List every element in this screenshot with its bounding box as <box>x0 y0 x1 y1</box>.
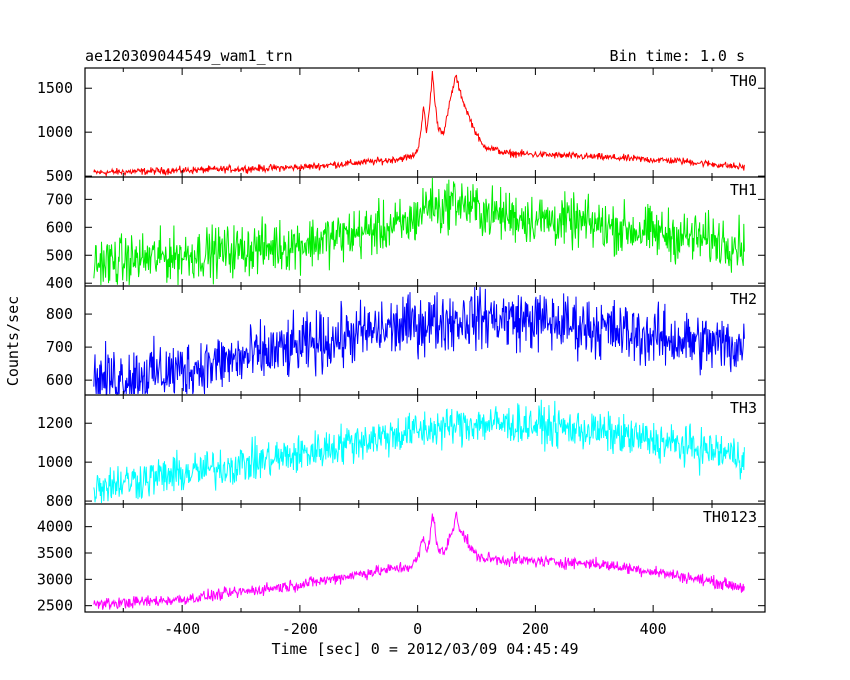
y-tick-label: 400 <box>46 274 73 292</box>
panel-label: TH0123 <box>703 508 757 526</box>
panel-label: TH3 <box>730 399 757 417</box>
panels-group: 500 1000 1500 TH0 400 500 600 700 TH1 600 700 800 TH… <box>37 67 766 615</box>
series-line-th0 <box>93 71 745 178</box>
y-tick-label: 800 <box>46 492 73 510</box>
y-tick-label: 700 <box>46 190 73 208</box>
y-tick-label: 1500 <box>37 79 73 97</box>
y-tick-label: 3500 <box>37 544 73 562</box>
y-tick-label: 500 <box>46 246 73 264</box>
chart-title: ae120309044549_wam1_trn <box>85 47 293 65</box>
y-tick-label: 800 <box>46 305 73 323</box>
x-axis: -400 -200 0 200 400 <box>164 620 667 638</box>
y-tick-label: 1000 <box>37 123 73 141</box>
bin-time-label: Bin time: 1.0 s <box>610 47 745 65</box>
y-tick-label: 600 <box>46 218 73 236</box>
panel-label: TH2 <box>730 290 757 308</box>
y-tick-label: 500 <box>46 167 73 185</box>
x-tick-label: 200 <box>522 620 549 638</box>
panel-th0: 500 1000 1500 TH0 <box>37 68 765 185</box>
panel-label: TH0 <box>730 72 757 90</box>
panel-th2: 600 700 800 TH2 <box>46 285 765 396</box>
y-tick-label: 1200 <box>37 414 73 432</box>
panel-th1: 400 500 600 700 TH1 <box>46 176 765 292</box>
y-tick-label: 4000 <box>37 518 73 536</box>
series-line-th1 <box>93 177 745 286</box>
x-tick-label: 400 <box>640 620 667 638</box>
x-tick-label: -200 <box>282 620 318 638</box>
series-line-th2 <box>93 286 745 396</box>
y-tick-label: 2500 <box>37 597 73 615</box>
x-axis-label: Time [sec] 0 = 2012/03/09 04:45:49 <box>271 640 578 658</box>
x-tick-label: 0 <box>413 620 422 638</box>
y-tick-label: 1000 <box>37 453 73 471</box>
y-tick-label: 700 <box>46 338 73 356</box>
panel-th0123: 2500 3000 3500 4000 TH0123 <box>37 503 765 615</box>
series-line-th3 <box>93 399 745 504</box>
series-line-th0123 <box>93 511 745 610</box>
y-axis-label: Counts/sec <box>4 296 22 386</box>
panel-label: TH1 <box>730 181 757 199</box>
plot-frame <box>84 67 766 613</box>
x-tick-label: -400 <box>164 620 200 638</box>
panel-th3: 800 1000 1200 TH3 <box>37 394 765 510</box>
y-tick-label: 3000 <box>37 570 73 588</box>
y-tick-label: 600 <box>46 371 73 389</box>
